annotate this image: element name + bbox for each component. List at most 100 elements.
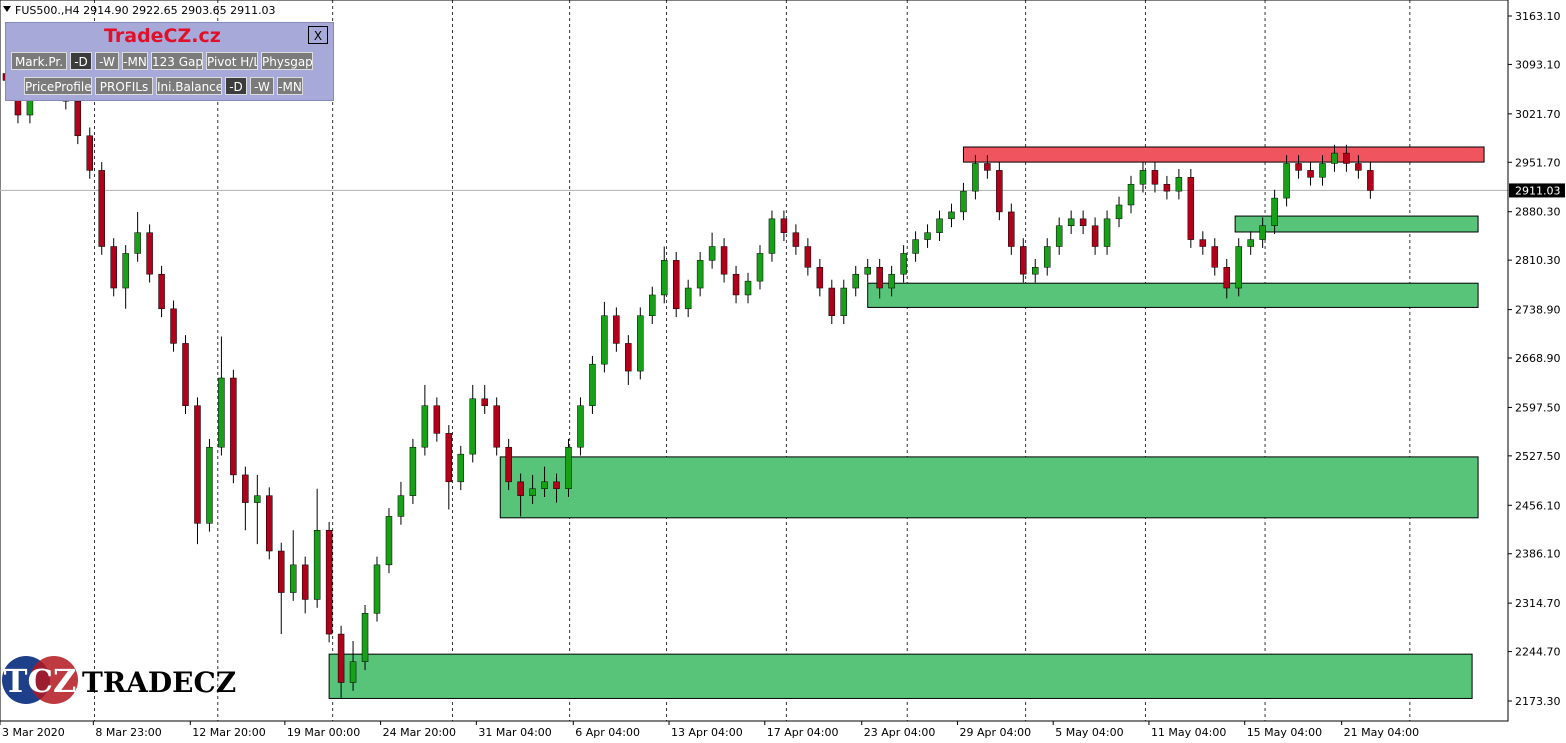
candle-body [1043, 246, 1051, 268]
candle-body [1331, 152, 1338, 164]
x-tick-label: 8 Mar 23:00 [95, 726, 161, 739]
symbol-menu[interactable] [3, 6, 11, 12]
candle-body [553, 481, 560, 489]
y-tick-label: 3093.10 [1515, 58, 1561, 71]
candle-body [1295, 163, 1302, 171]
candle-body [708, 246, 716, 261]
candle-body [732, 273, 740, 296]
logo-circle [30, 656, 78, 704]
candle-body [960, 190, 967, 213]
y-tick-label: 2951.70 [1515, 156, 1561, 169]
candle-body [996, 170, 1003, 213]
x-tick-label: 12 Mar 20:00 [192, 726, 265, 739]
candle-body [1283, 163, 1290, 199]
x-tick-label: 11 May 04:00 [1151, 726, 1226, 739]
candle-body [816, 267, 824, 289]
toolbar-button[interactable]: -W [250, 77, 274, 95]
candle-body [445, 433, 453, 483]
candle-body [1319, 163, 1326, 178]
candle-body [1223, 267, 1230, 289]
candle-body [86, 135, 94, 171]
toolbar-button[interactable]: Physgap [261, 52, 313, 70]
candle-body [1127, 183, 1135, 206]
x-tick-label: 3 Mar 2020 [2, 726, 65, 739]
candle-body [900, 253, 907, 275]
toolbar-button[interactable]: -MN [277, 77, 303, 95]
candle-body [972, 163, 979, 192]
candle-body [876, 267, 883, 289]
logo-name: TRADECZ [82, 666, 236, 699]
candle-body [1211, 246, 1219, 268]
header: FUS500.,H4 2914.90 2922.65 2903.65 2911.… [15, 4, 276, 17]
candle-body [780, 218, 788, 233]
candle-body [266, 495, 273, 552]
candle-body [301, 564, 309, 600]
candle-body [649, 294, 656, 316]
candle-body [481, 398, 488, 406]
candle-body [864, 267, 871, 275]
candle-body [1199, 239, 1207, 247]
candle-body [577, 405, 584, 448]
candle-body [517, 481, 524, 496]
toolbar-button[interactable]: -D [70, 52, 92, 70]
candle-body [409, 446, 417, 496]
candle-body [242, 474, 249, 503]
candle-body [936, 218, 943, 233]
candle-body [792, 232, 800, 247]
candle-body [924, 232, 931, 240]
candle-body [1091, 225, 1099, 247]
toolbar-button[interactable]: PriceProfile [24, 77, 92, 95]
candle-body [804, 246, 812, 268]
current-price-box [1509, 183, 1565, 198]
candle-body [289, 564, 297, 593]
candle-body [146, 232, 153, 275]
x-tick-label: 19 Mar 00:00 [287, 726, 360, 739]
x-tick-label: 15 May 04:00 [1247, 726, 1322, 739]
toolbar-button[interactable]: -MN [122, 52, 148, 70]
candle-body [469, 398, 476, 455]
toolbar-button[interactable]: Pivot H/L [206, 52, 258, 70]
toolbar-title: TradeCZ.cz [104, 25, 221, 47]
toolbar-button[interactable]: Ini.Balance [156, 77, 222, 95]
candle-body [1139, 170, 1147, 185]
candle-body [278, 550, 285, 593]
toolbar-button[interactable]: Mark.Pr. [11, 52, 67, 70]
y-tick-label: 3021.70 [1515, 108, 1561, 121]
candle-body [194, 405, 201, 524]
candle-body [589, 363, 596, 406]
candle-body [1343, 152, 1350, 164]
candle-body [852, 273, 859, 289]
y-tick-label: 2880.30 [1515, 206, 1561, 219]
x-tick-label: 6 Apr 04:00 [575, 726, 640, 739]
y-tick-label: 2810.30 [1515, 254, 1561, 267]
candle-body [637, 315, 644, 372]
candle-body [1367, 170, 1374, 191]
zone [499, 456, 1479, 519]
toolbar-button[interactable]: 123 Gap [151, 52, 203, 70]
candle-body [505, 446, 512, 483]
candle-body [888, 273, 895, 289]
candle-body [110, 246, 117, 289]
y-tick-label: 2314.70 [1515, 597, 1561, 610]
current-price-label: 2911.03 [1515, 184, 1561, 197]
toolbar-button[interactable]: -D [225, 77, 247, 95]
candle-body [912, 239, 919, 254]
candle-body [828, 287, 836, 316]
logo-mark: TCZ [4, 662, 77, 700]
candle-body [433, 405, 441, 434]
candle-body [684, 287, 692, 310]
x-tick-label: 17 Apr 04:00 [767, 726, 839, 739]
toolbar-button[interactable]: -W [95, 52, 119, 70]
y-tick-label: 2173.30 [1515, 695, 1561, 708]
candle-body [385, 516, 393, 566]
y-tick-label: 2738.90 [1515, 304, 1561, 317]
candle-body [1175, 177, 1183, 192]
toolbar-button[interactable]: PROFILs [95, 77, 153, 95]
candle-body [601, 315, 608, 365]
candle-body [696, 260, 704, 289]
y-tick-label: 3163.10 [1515, 10, 1561, 23]
candle-body [1235, 246, 1242, 289]
close-button[interactable]: X [308, 26, 328, 44]
x-tick-label: 29 Apr 04:00 [959, 726, 1031, 739]
x-tick-label: 5 May 04:00 [1055, 726, 1123, 739]
